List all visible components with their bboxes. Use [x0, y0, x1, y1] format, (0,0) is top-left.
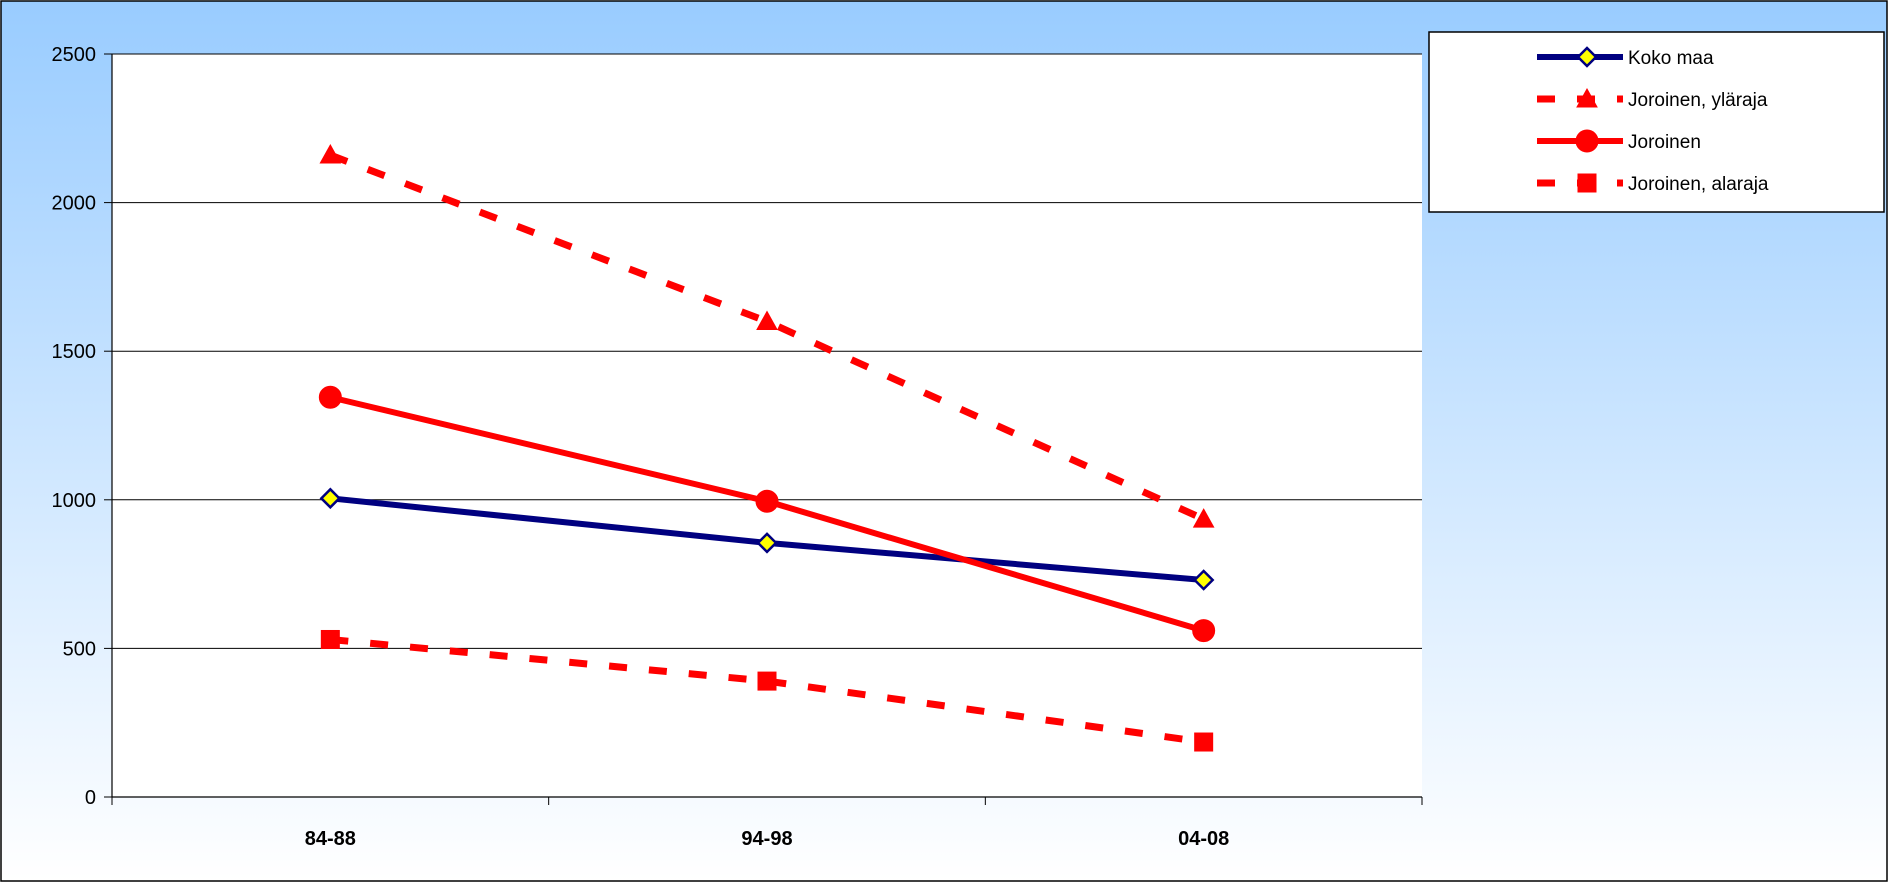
y-tick-label: 2000	[52, 193, 97, 215]
y-tick-label: 2500	[52, 44, 97, 66]
data-point-s2-p2	[1192, 619, 1216, 643]
data-point-s3-p1	[757, 671, 777, 691]
y-tick-label: 0	[85, 787, 96, 809]
y-tick-label: 500	[63, 638, 96, 660]
legend-marker-0	[1576, 46, 1598, 68]
legend-label-1: Joroinen, yläraja	[1628, 90, 1768, 111]
y-tick-label: 1500	[52, 341, 97, 363]
data-point-s3-p0	[320, 629, 340, 649]
legend-label-0: Koko maa	[1628, 48, 1714, 69]
data-point-s2-p1	[755, 489, 779, 513]
data-point-s0-p2	[1192, 569, 1215, 591]
axes: 0 500 1000 1500 2000 2500 84-88 94-98 04-08	[52, 44, 1423, 850]
x-tick-label: 04-08	[1178, 828, 1229, 850]
legend-marker-1	[1576, 87, 1598, 108]
data-point-s1-p2	[1192, 508, 1215, 528]
legend-marker-3	[1577, 173, 1597, 193]
legend-box	[1428, 31, 1885, 213]
data-point-s2-p0	[318, 385, 342, 409]
data-point-s3-p2	[1194, 732, 1214, 752]
legend-label-2: Joroinen	[1628, 132, 1701, 153]
y-tick-label: 1000	[52, 490, 97, 512]
data-point-s1-p1	[756, 310, 778, 330]
legend-label-3: Joroinen, alaraja	[1628, 174, 1769, 195]
legend: Koko maa Joroinen, yläraja Joroinen Joroine…	[1428, 31, 1885, 213]
x-tick-label: 94-98	[741, 828, 792, 850]
series	[318, 144, 1216, 752]
series-line-3	[330, 635, 1205, 746]
data-point-s0-p0	[319, 487, 342, 510]
x-tick-label: 84-88	[305, 828, 356, 850]
data-point-s1-p0	[319, 144, 342, 164]
legend-marker-2	[1575, 129, 1599, 153]
data-point-s0-p1	[756, 532, 778, 554]
